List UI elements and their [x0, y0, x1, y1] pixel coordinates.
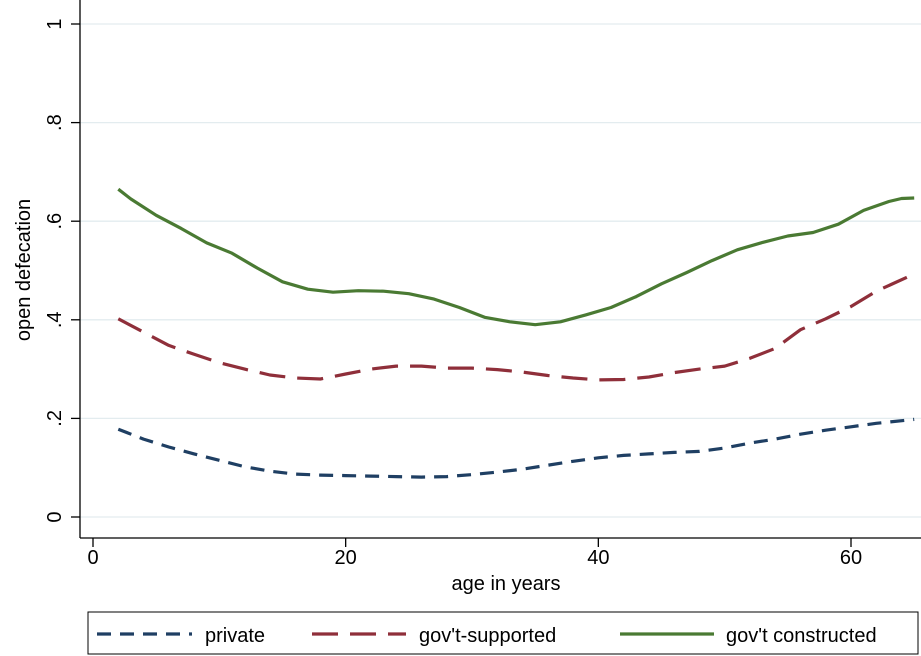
- x-tick-label-2: 40: [587, 547, 609, 569]
- y-tick-label-0: 0: [44, 511, 66, 522]
- legend: private gov't-supported gov't constructe…: [87, 611, 919, 655]
- x-axis-title: age in years: [452, 573, 561, 595]
- legend-label-govt-constructed: gov't constructed: [726, 625, 877, 647]
- series-lines: [117, 187, 915, 479]
- y-tick-label-3: .6: [44, 213, 66, 230]
- plot-area: 0 .2 .4 .6 .8 1 0 20 40 60: [44, 0, 921, 569]
- plot-frame: [80, 0, 921, 538]
- series-line-0: [117, 417, 915, 479]
- y-tick-label-5: 1: [44, 18, 66, 29]
- legend-label-private: private: [205, 625, 265, 647]
- legend-label-govt-supported: gov't-supported: [419, 625, 556, 647]
- y-tick-label-2: .4: [44, 311, 66, 328]
- y-axis-title: open defecation: [13, 199, 35, 341]
- x-tick-label-3: 60: [840, 547, 862, 569]
- axes: 0 .2 .4 .6 .8 1 0 20 40 60: [44, 0, 921, 569]
- y-tick-label-4: .8: [44, 114, 66, 131]
- x-tick-label-0: 0: [87, 547, 98, 569]
- legend-box: [87, 611, 919, 655]
- series-line-1: [117, 272, 915, 382]
- x-tick-label-1: 20: [335, 547, 357, 569]
- series-line-2: [117, 187, 915, 327]
- y-tick-label-1: .2: [44, 410, 66, 427]
